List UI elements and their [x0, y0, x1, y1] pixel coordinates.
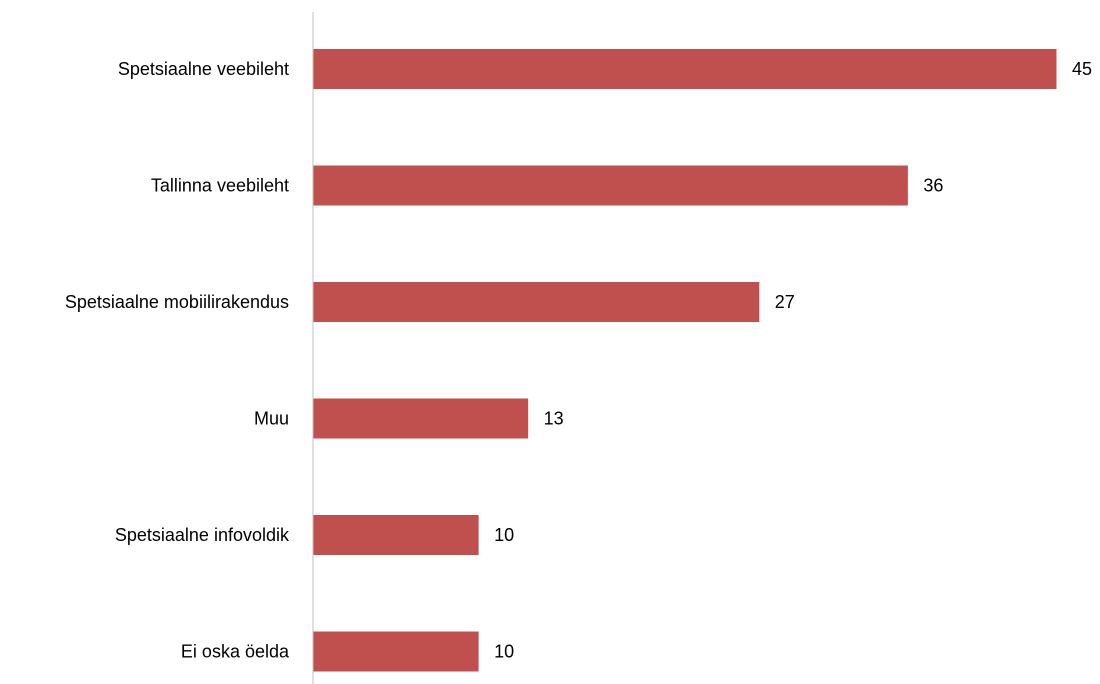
category-label: Tallinna veebileht	[151, 176, 289, 196]
value-label: 10	[494, 642, 514, 662]
category-label: Spetsiaalne veebileht	[118, 59, 289, 79]
bar	[313, 49, 1057, 89]
bar	[313, 515, 479, 555]
category-labels-group: Spetsiaalne veebileht Tallinna veebileht S…	[65, 59, 290, 662]
value-label: 13	[544, 409, 564, 429]
category-label: Muu	[254, 409, 289, 429]
value-label: 10	[494, 525, 514, 545]
value-labels-group: 45 36 27 13 10 10	[494, 59, 1092, 662]
bar	[313, 631, 479, 672]
bar	[313, 165, 908, 206]
value-label: 45	[1072, 59, 1092, 79]
category-label: Spetsiaalne infovoldik	[115, 525, 290, 545]
category-label: Ei oska öelda	[181, 642, 290, 662]
bars-group	[313, 49, 1057, 672]
value-label: 27	[775, 292, 795, 312]
value-label: 36	[923, 176, 943, 196]
category-label: Spetsiaalne mobiilirakendus	[65, 292, 289, 312]
bar	[313, 282, 760, 322]
bar	[313, 398, 529, 439]
